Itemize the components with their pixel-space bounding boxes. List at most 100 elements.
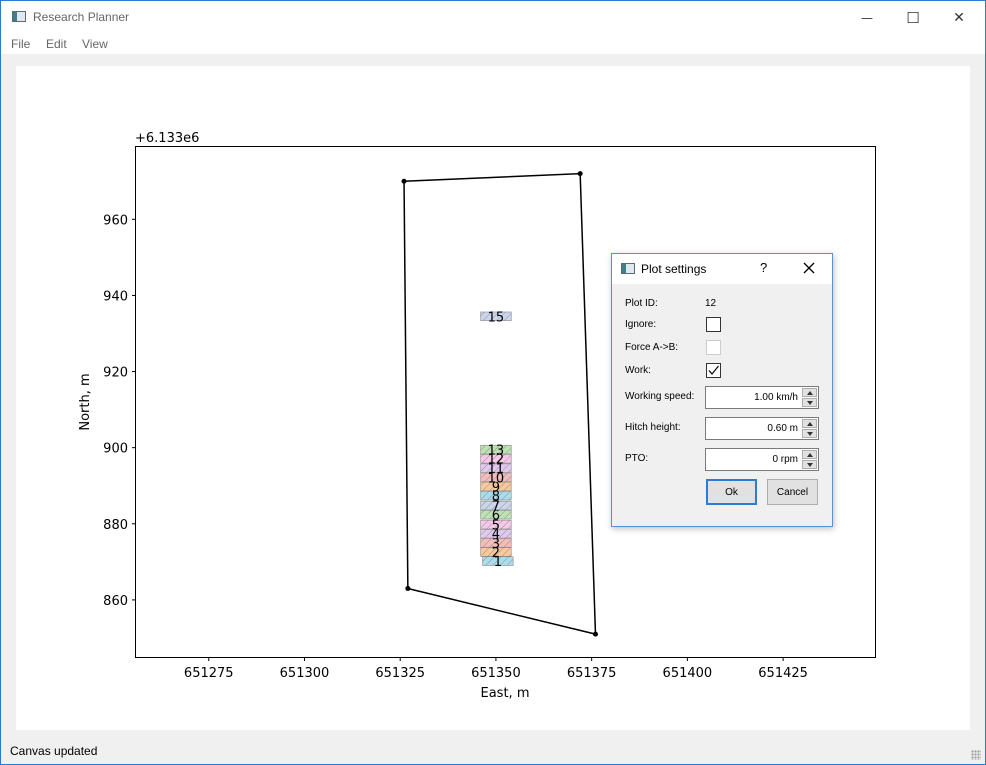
plot-label: 6 xyxy=(492,509,500,524)
boundary-vertex[interactable] xyxy=(577,171,583,177)
speed-down-arrow-icon[interactable] xyxy=(802,398,817,407)
plot-hatch xyxy=(480,445,512,454)
plot-3[interactable]: 3 xyxy=(480,537,512,552)
plot-1[interactable]: 1 xyxy=(482,555,514,570)
window-title: Research Planner xyxy=(33,10,130,24)
plot-5[interactable]: 5 xyxy=(480,519,512,534)
plot-id-value: 12 xyxy=(705,298,717,309)
plot-6[interactable]: 6 xyxy=(480,509,512,524)
pto-up-arrow-icon[interactable] xyxy=(802,450,817,459)
boundary-vertex[interactable] xyxy=(592,631,598,637)
menu-view[interactable]: View xyxy=(82,37,108,51)
speed-up-arrow-icon[interactable] xyxy=(802,388,817,397)
plot-8[interactable]: 8 xyxy=(480,490,512,505)
pto-spinbox[interactable]: 0 rpm xyxy=(705,448,819,471)
x-tick-label: 651325 xyxy=(375,666,425,681)
plot-hatch xyxy=(480,454,512,464)
dialog-title-bar[interactable]: Plot settings ? xyxy=(612,254,832,284)
force-ab-label: Force A->B: xyxy=(625,342,679,353)
plot-settings-dialog: Plot settings ? Plot ID: 12 Ignore: Forc… xyxy=(611,253,833,527)
plot-hatch xyxy=(482,556,514,566)
plot-12[interactable]: 12 xyxy=(480,453,512,468)
work-checkbox[interactable] xyxy=(706,363,721,378)
plot-label: 12 xyxy=(488,453,505,468)
working-speed-label: Working speed: xyxy=(625,391,695,402)
y-tick-label: 920 xyxy=(103,366,128,381)
status-bar: Canvas updated xyxy=(1,741,985,764)
x-tick-label: 651375 xyxy=(567,666,617,681)
checkmark-icon xyxy=(708,365,719,375)
ignore-checkbox[interactable] xyxy=(706,317,721,332)
plot-hatch xyxy=(480,547,512,557)
plot-hatch xyxy=(480,491,512,501)
status-text: Canvas updated xyxy=(10,744,98,758)
x-axis-label: East, m xyxy=(481,686,530,701)
plot-label: 15 xyxy=(488,310,505,325)
title-bar[interactable]: Research Planner — ☐ ✕ xyxy=(1,1,985,34)
plot-11[interactable]: 11 xyxy=(480,462,512,477)
working-speed-spinbox[interactable]: 1.00 km/h xyxy=(705,386,819,409)
y-tick-label: 860 xyxy=(103,594,128,609)
plot-id-label: Plot ID: xyxy=(625,298,658,309)
x-tick-label: 651275 xyxy=(184,666,234,681)
menu-file[interactable]: File xyxy=(11,37,31,51)
plot-2[interactable]: 2 xyxy=(480,546,512,561)
maximize-icon: ☐ xyxy=(906,8,920,27)
plot-hatch xyxy=(480,463,512,473)
y-tick-label: 880 xyxy=(103,518,128,533)
plot-hatch xyxy=(480,538,512,548)
plot-13[interactable]: 13 xyxy=(480,444,512,459)
plot-15[interactable]: 15 xyxy=(480,310,512,325)
plot-label: 8 xyxy=(492,490,500,505)
minimize-button[interactable]: — xyxy=(844,1,890,34)
plot-10[interactable]: 10 xyxy=(480,471,512,486)
plot-9[interactable]: 9 xyxy=(480,480,512,495)
plot-hatch xyxy=(480,520,512,529)
plot-hatch xyxy=(480,529,512,539)
plot-hatch xyxy=(480,510,512,520)
hitch-height-value: 0.60 m xyxy=(767,423,798,434)
plot-label: 9 xyxy=(492,480,500,495)
plot-label: 10 xyxy=(488,471,505,486)
resize-grip-icon[interactable] xyxy=(971,750,981,760)
maximize-button[interactable]: ☐ xyxy=(890,1,936,34)
y-tick-label: 900 xyxy=(103,442,128,457)
menu-bar: File Edit View xyxy=(1,34,985,54)
help-icon[interactable]: ? xyxy=(760,260,768,275)
hitch-height-spinbox[interactable]: 0.60 m xyxy=(705,417,819,440)
work-label: Work: xyxy=(625,365,651,376)
pto-value: 0 rpm xyxy=(772,454,798,465)
plot-label: 4 xyxy=(492,528,500,543)
plot-hatch xyxy=(480,311,512,321)
working-speed-value: 1.00 km/h xyxy=(754,392,798,403)
force-ab-checkbox[interactable] xyxy=(706,340,721,355)
minimize-icon: — xyxy=(861,10,873,25)
plot-7[interactable]: 7 xyxy=(480,500,512,515)
plot-hatch xyxy=(480,501,512,510)
hitch-up-arrow-icon[interactable] xyxy=(802,419,817,428)
plot-hatch xyxy=(480,482,512,491)
axes-frame xyxy=(135,146,876,658)
close-button[interactable]: ✕ xyxy=(936,1,982,34)
cancel-button[interactable]: Cancel xyxy=(767,479,818,505)
boundary-vertex[interactable] xyxy=(405,585,411,591)
plot-label: 7 xyxy=(492,500,500,515)
plot-4[interactable]: 4 xyxy=(480,528,512,543)
boundary-vertex[interactable] xyxy=(401,178,407,184)
ok-button[interactable]: Ok xyxy=(706,479,757,505)
dialog-app-icon xyxy=(621,263,635,274)
y-tick-label: 960 xyxy=(103,213,128,228)
x-tick-label: 651350 xyxy=(471,666,521,681)
menu-edit[interactable]: Edit xyxy=(46,37,67,51)
hitch-down-arrow-icon[interactable] xyxy=(802,429,817,438)
x-tick-label: 651400 xyxy=(663,666,713,681)
plot-label: 13 xyxy=(488,444,505,459)
y-axis-label: North, m xyxy=(78,373,93,430)
app-icon xyxy=(12,11,26,22)
dialog-close-icon[interactable] xyxy=(801,260,817,276)
plot-hatch xyxy=(480,472,512,482)
pto-down-arrow-icon[interactable] xyxy=(802,460,817,469)
x-tick-label: 651425 xyxy=(758,666,808,681)
